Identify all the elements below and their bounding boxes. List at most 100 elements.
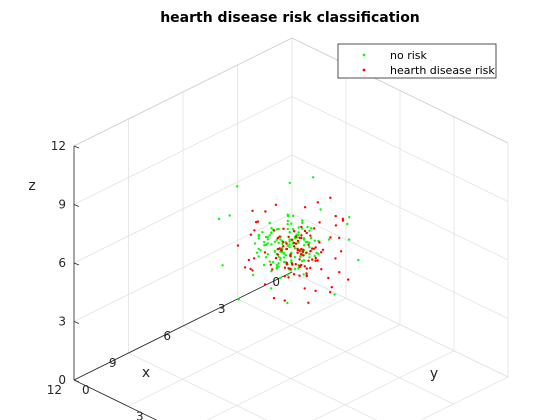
data-point-risk [251, 269, 254, 272]
legend-box [337, 43, 497, 79]
data-point-risk [291, 238, 294, 241]
data-point-risk [253, 229, 256, 232]
z-tick-mark [73, 204, 80, 207]
data-point-no-risk [297, 226, 300, 229]
data-point-risk [287, 235, 290, 239]
data-point-no-risk [333, 293, 336, 296]
data-point-risk [338, 271, 341, 274]
z-tick-mark [73, 321, 80, 324]
data-point-risk [329, 196, 332, 199]
data-point-no-risk [313, 239, 317, 242]
data-point-risk [247, 258, 251, 262]
grid-line-floor-x [128, 352, 268, 420]
data-point-risk [320, 251, 323, 254]
data-point-risk [282, 245, 285, 248]
data-point-risk [314, 289, 317, 292]
data-point-no-risk [275, 266, 279, 269]
data-point-risk [303, 265, 306, 268]
data-point-risk [256, 220, 260, 223]
data-point-risk [341, 219, 345, 222]
data-point-risk [307, 301, 310, 304]
data-point-no-risk [299, 254, 302, 258]
data-point-risk [263, 251, 267, 254]
data-point-no-risk [346, 222, 349, 226]
data-point-risk [334, 214, 337, 218]
data-point-risk [303, 287, 306, 290]
data-point-risk [249, 233, 253, 236]
data-point-risk [289, 254, 292, 257]
data-point-no-risk [279, 238, 282, 241]
data-point-risk [327, 276, 330, 280]
data-point-no-risk [292, 214, 295, 218]
data-point-risk [341, 217, 345, 220]
data-point-risk [254, 220, 258, 224]
data-point-no-risk [284, 254, 287, 257]
z-tick-mark [73, 379, 80, 383]
data-point-no-risk [261, 231, 264, 234]
data-point-risk [290, 262, 294, 265]
data-point-no-risk [308, 229, 311, 232]
data-point-no-risk [315, 251, 318, 254]
data-point-no-risk [348, 216, 351, 219]
x-tick-label: 3 [218, 302, 226, 316]
data-point-risk [296, 251, 299, 254]
data-point-no-risk [286, 244, 289, 247]
data-point-no-risk [292, 228, 295, 231]
grid-line-floor-x [73, 379, 158, 420]
data-point-no-risk [253, 242, 257, 245]
data-point-no-risk [302, 237, 306, 240]
data-point-no-risk [308, 252, 311, 256]
data-point-risk [329, 291, 332, 294]
data-point-risk [300, 236, 303, 240]
grid-line-floor-y [313, 350, 455, 420]
data-point-risk [263, 283, 267, 286]
data-point-risk [282, 240, 285, 244]
data-point-risk [334, 224, 338, 227]
data-point-no-risk [265, 243, 268, 246]
data-points [217, 176, 360, 305]
data-point-risk [251, 209, 254, 212]
z-tick-label: 12 [51, 139, 66, 153]
data-point-no-risk [310, 227, 313, 230]
data-point-risk [278, 247, 281, 250]
data-point-risk [318, 221, 321, 224]
data-point-no-risk [302, 244, 306, 247]
tick-labels: 036912036912036912 [47, 139, 280, 420]
x-axis-line [73, 271, 293, 381]
data-point-no-risk [301, 259, 304, 263]
data-point-no-risk [286, 219, 289, 223]
grid-line-wall-z-b [291, 213, 509, 319]
data-point-risk [334, 257, 337, 260]
data-point-no-risk [301, 219, 304, 222]
data-point-risk [312, 247, 316, 250]
z-tick-label: 9 [58, 198, 66, 212]
data-point-risk [305, 267, 308, 270]
data-point-risk [309, 234, 312, 237]
data-point-no-risk [270, 243, 273, 246]
data-point-risk [302, 248, 305, 251]
data-point-risk [298, 236, 301, 239]
data-point-risk [283, 299, 286, 302]
data-point-risk [330, 286, 333, 289]
data-point-risk [314, 246, 317, 249]
data-point-risk [294, 263, 297, 266]
y-tick-label: 3 [136, 409, 144, 420]
legend-label-risk: hearth disease risk [390, 64, 495, 77]
grid-line-wall-z-a [73, 154, 293, 264]
data-point-no-risk [275, 263, 279, 267]
z-tick-label: 0 [58, 373, 66, 387]
data-point-risk [269, 263, 272, 266]
data-point-no-risk [266, 235, 269, 239]
data-point-no-risk [257, 233, 261, 237]
data-point-no-risk [293, 247, 297, 250]
hidden-edge [290, 377, 508, 420]
data-point-no-risk [268, 234, 271, 237]
data-point-no-risk [297, 267, 300, 270]
data-point-no-risk [257, 247, 260, 251]
data-point-no-risk [282, 260, 286, 264]
data-point-risk [274, 256, 278, 260]
data-point-no-risk [255, 251, 259, 254]
data-point-risk [280, 248, 283, 251]
x-axis-label: x [142, 365, 150, 381]
